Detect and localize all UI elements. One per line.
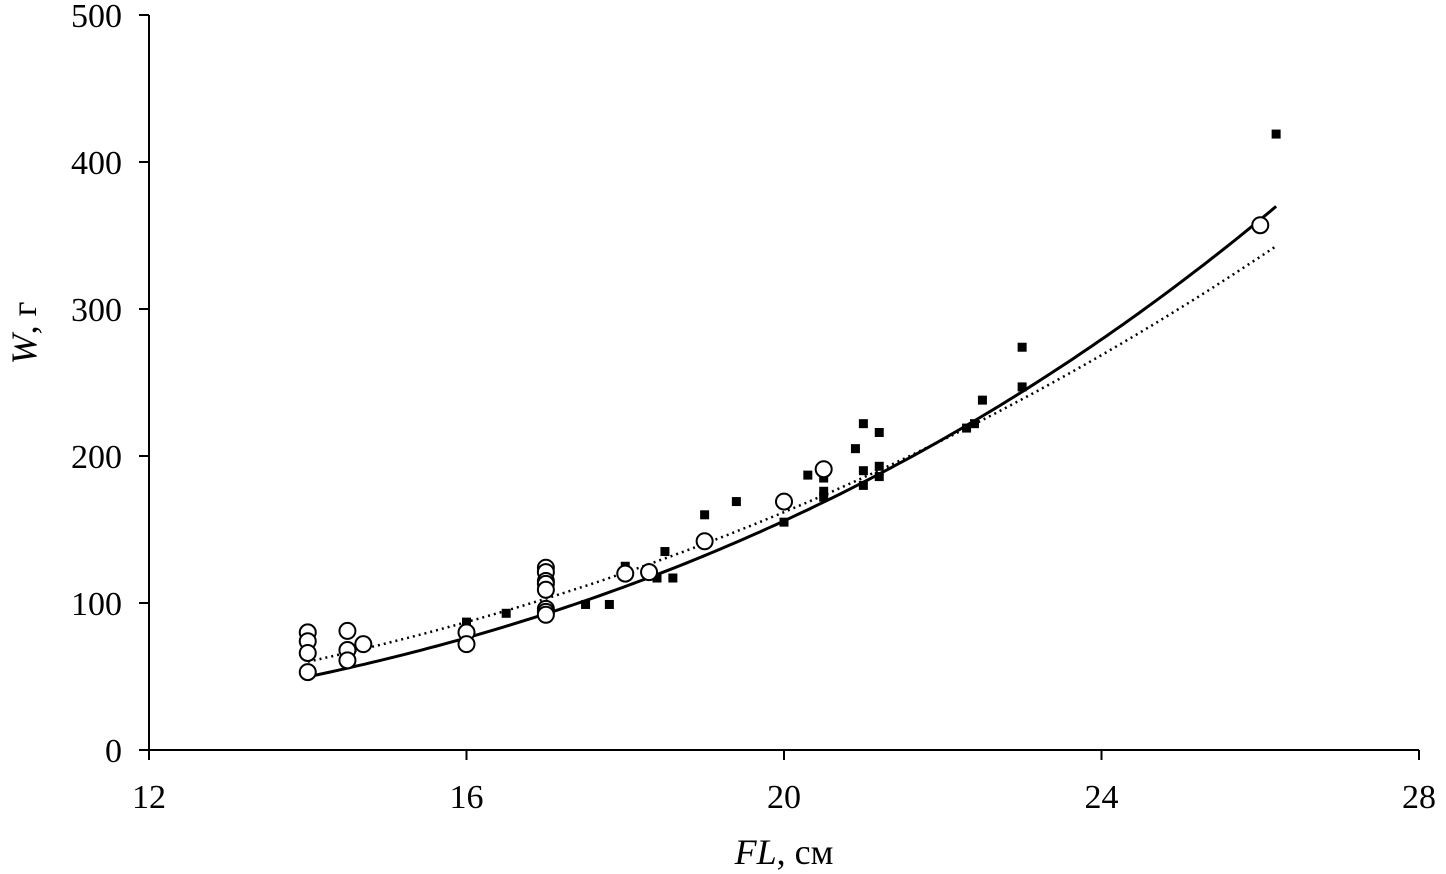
y-tick-label: 0: [105, 733, 122, 770]
square-point: [977, 395, 987, 405]
square-point: [779, 517, 789, 527]
y-tick-label: 200: [71, 439, 122, 476]
square-point: [858, 419, 868, 429]
square-point: [819, 492, 829, 502]
data-points: [298, 129, 1281, 682]
square-point: [501, 608, 511, 618]
circle-point: [1251, 216, 1270, 235]
square-point: [803, 470, 813, 480]
square-point: [1271, 129, 1281, 139]
x-tick-label: 24: [1085, 779, 1119, 816]
square-point: [858, 466, 868, 476]
x-axis-title: FL, см: [734, 832, 834, 872]
square-point: [581, 599, 591, 609]
fit-curves: [307, 205, 1278, 679]
x-tick-label: 12: [132, 779, 166, 816]
circle-point: [616, 564, 635, 583]
square-point: [660, 547, 670, 557]
square-point: [462, 617, 471, 627]
x-tick-label: 16: [450, 779, 484, 816]
square-point: [1017, 382, 1027, 392]
dotted-fit-curve: [307, 245, 1277, 663]
y-tick-label: 500: [71, 0, 122, 35]
square-point: [874, 427, 884, 437]
y-ticks: 0 100 200 300 400 500: [71, 0, 149, 770]
y-tick-label: 100: [71, 586, 122, 623]
square-point: [874, 472, 884, 482]
circle-point: [640, 563, 659, 582]
y-axis-title: W, г: [4, 302, 44, 365]
circle-point: [536, 580, 555, 599]
circle-point: [814, 460, 833, 479]
circle-point: [298, 663, 317, 682]
circle-point: [775, 492, 793, 511]
square-point: [668, 573, 678, 583]
circle-point: [536, 605, 555, 624]
circle-point: [338, 651, 357, 670]
x-tick-label: 28: [1402, 779, 1436, 816]
square-point: [1017, 342, 1027, 352]
circle-point: [338, 621, 357, 640]
circle-point: [354, 635, 373, 654]
circle-point: [695, 532, 714, 551]
square-point: [850, 444, 860, 454]
square-point: [700, 510, 710, 520]
square-point: [731, 497, 741, 507]
square-point: [819, 486, 829, 496]
axes: [148, 15, 1419, 751]
x-tick-label: 20: [767, 779, 801, 816]
square-point: [874, 461, 884, 471]
solid-fit-curve: [307, 205, 1278, 679]
y-tick-label: 300: [71, 292, 122, 329]
square-point: [970, 419, 979, 429]
square-point: [652, 573, 662, 583]
y-tick-label: 400: [71, 145, 122, 182]
circle-point: [457, 635, 476, 654]
x-ticks: 12 16 20 24 28: [132, 750, 1436, 816]
square-point: [962, 423, 972, 433]
circle-point: [298, 643, 317, 662]
square-point: [858, 480, 868, 490]
square-point: [604, 599, 614, 609]
